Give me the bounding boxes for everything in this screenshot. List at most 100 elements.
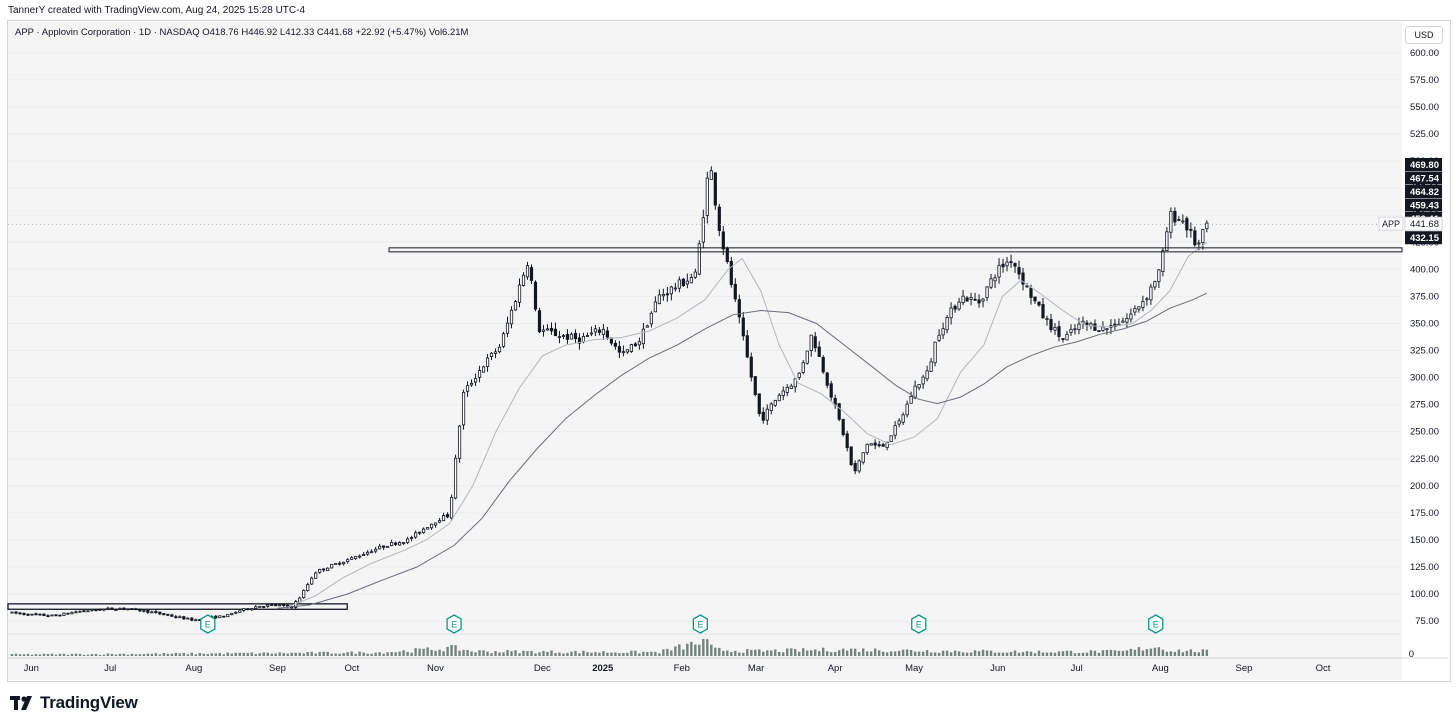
candle-up bbox=[150, 611, 154, 614]
base-box-rect bbox=[7, 603, 348, 610]
volume-bar bbox=[378, 652, 381, 656]
volume-bar bbox=[1137, 647, 1141, 656]
candle-down bbox=[1085, 322, 1089, 325]
candle-down bbox=[134, 608, 138, 611]
volume-bar bbox=[266, 652, 269, 656]
volume-bar bbox=[494, 651, 497, 656]
y-tick-label: 325.00 bbox=[1410, 346, 1439, 357]
volume-bar bbox=[1165, 651, 1169, 656]
resistance-level bbox=[388, 247, 1403, 253]
volume-bar bbox=[1093, 650, 1097, 656]
candle-up bbox=[50, 614, 54, 617]
candle-up bbox=[306, 584, 310, 591]
volume-bar bbox=[730, 652, 733, 656]
candle-down bbox=[110, 607, 114, 610]
candle-down bbox=[58, 614, 62, 617]
last-price-tag-text: 441.68 bbox=[1410, 219, 1439, 230]
candle-down bbox=[633, 343, 637, 347]
grid-lines bbox=[8, 22, 1448, 680]
y-tick-label: 300.00 bbox=[1410, 373, 1439, 384]
candle-up bbox=[781, 390, 785, 396]
candle-down bbox=[1185, 218, 1189, 231]
candle-down bbox=[274, 604, 278, 607]
candle-up bbox=[961, 295, 965, 303]
candle-up bbox=[477, 370, 482, 378]
candle-up bbox=[481, 366, 486, 373]
volume-bar bbox=[498, 652, 501, 656]
volume-bar bbox=[66, 654, 70, 656]
volume-bar bbox=[973, 650, 977, 656]
candle-down bbox=[841, 419, 845, 435]
volume-bar bbox=[1009, 652, 1013, 656]
volume-bar bbox=[282, 653, 285, 656]
volume-bar bbox=[714, 647, 717, 656]
candle-down bbox=[597, 329, 602, 333]
candle-up bbox=[106, 607, 110, 610]
earnings-badge-icon bbox=[692, 614, 709, 634]
volume-bar bbox=[961, 652, 965, 656]
volume-bar bbox=[306, 652, 309, 656]
volume-bar bbox=[258, 653, 261, 656]
candle-down bbox=[18, 612, 22, 615]
candle-up bbox=[429, 523, 434, 529]
volume-bar bbox=[438, 649, 441, 656]
volume-bar bbox=[538, 652, 541, 656]
candle-up bbox=[118, 608, 122, 610]
candle-up bbox=[218, 615, 222, 619]
candle-down bbox=[813, 336, 817, 349]
candle-down bbox=[845, 433, 849, 449]
volume-bar bbox=[334, 653, 337, 656]
volume-bar bbox=[326, 651, 329, 656]
volume-bar bbox=[1201, 649, 1205, 656]
candle-up bbox=[513, 301, 518, 311]
volume-bar bbox=[989, 650, 993, 656]
candle-up bbox=[266, 604, 270, 607]
candle-up bbox=[1065, 333, 1069, 341]
candle-up bbox=[1129, 313, 1133, 320]
candle-up bbox=[74, 611, 78, 614]
y-tick-label: 275.00 bbox=[1410, 400, 1439, 411]
candle-up bbox=[310, 577, 314, 585]
volume-bar bbox=[50, 653, 54, 656]
candle-up bbox=[569, 333, 574, 340]
volume-bar bbox=[558, 652, 561, 656]
volume-bar bbox=[965, 652, 969, 656]
candle-up bbox=[453, 457, 458, 499]
volume-bar bbox=[418, 648, 421, 656]
volume-bar bbox=[210, 653, 214, 656]
candle-up bbox=[505, 322, 510, 334]
volume-bar bbox=[941, 650, 945, 656]
volume-bar bbox=[774, 649, 777, 656]
volume-bar bbox=[1013, 650, 1017, 656]
candle-up bbox=[1105, 328, 1109, 331]
volume-bar bbox=[422, 648, 425, 656]
last-price-tag bbox=[1404, 216, 1443, 231]
volume-bar bbox=[806, 650, 809, 656]
volume-bar bbox=[90, 654, 94, 656]
tradingview-logo[interactable]: TradingView bbox=[10, 693, 138, 713]
volume-bar bbox=[78, 653, 82, 656]
volume-bar bbox=[534, 653, 537, 656]
volume-bar bbox=[230, 653, 233, 656]
volume-zero-label: 0 bbox=[1409, 649, 1414, 660]
volume-bar bbox=[514, 650, 517, 656]
volume-bar bbox=[250, 652, 253, 656]
candle-down bbox=[733, 283, 737, 300]
volume-bar bbox=[1025, 651, 1029, 656]
candle-up bbox=[1053, 326, 1057, 331]
currency-button[interactable]: USD bbox=[1405, 26, 1443, 44]
volume-bar bbox=[38, 654, 42, 656]
candle-down bbox=[1097, 330, 1101, 332]
candle-down bbox=[146, 610, 150, 613]
volume-bar bbox=[554, 653, 557, 656]
y-tick-label: 225.00 bbox=[1410, 454, 1439, 465]
candle-down bbox=[22, 612, 26, 615]
volume-bar bbox=[502, 652, 505, 656]
chart-attribution: TannerY created with TradingView.com, Au… bbox=[8, 5, 306, 16]
candle-up bbox=[358, 555, 362, 558]
candle-down bbox=[729, 260, 733, 285]
volume-bar bbox=[1133, 649, 1137, 656]
volume-bar bbox=[658, 653, 661, 656]
price-tag bbox=[1405, 171, 1442, 185]
